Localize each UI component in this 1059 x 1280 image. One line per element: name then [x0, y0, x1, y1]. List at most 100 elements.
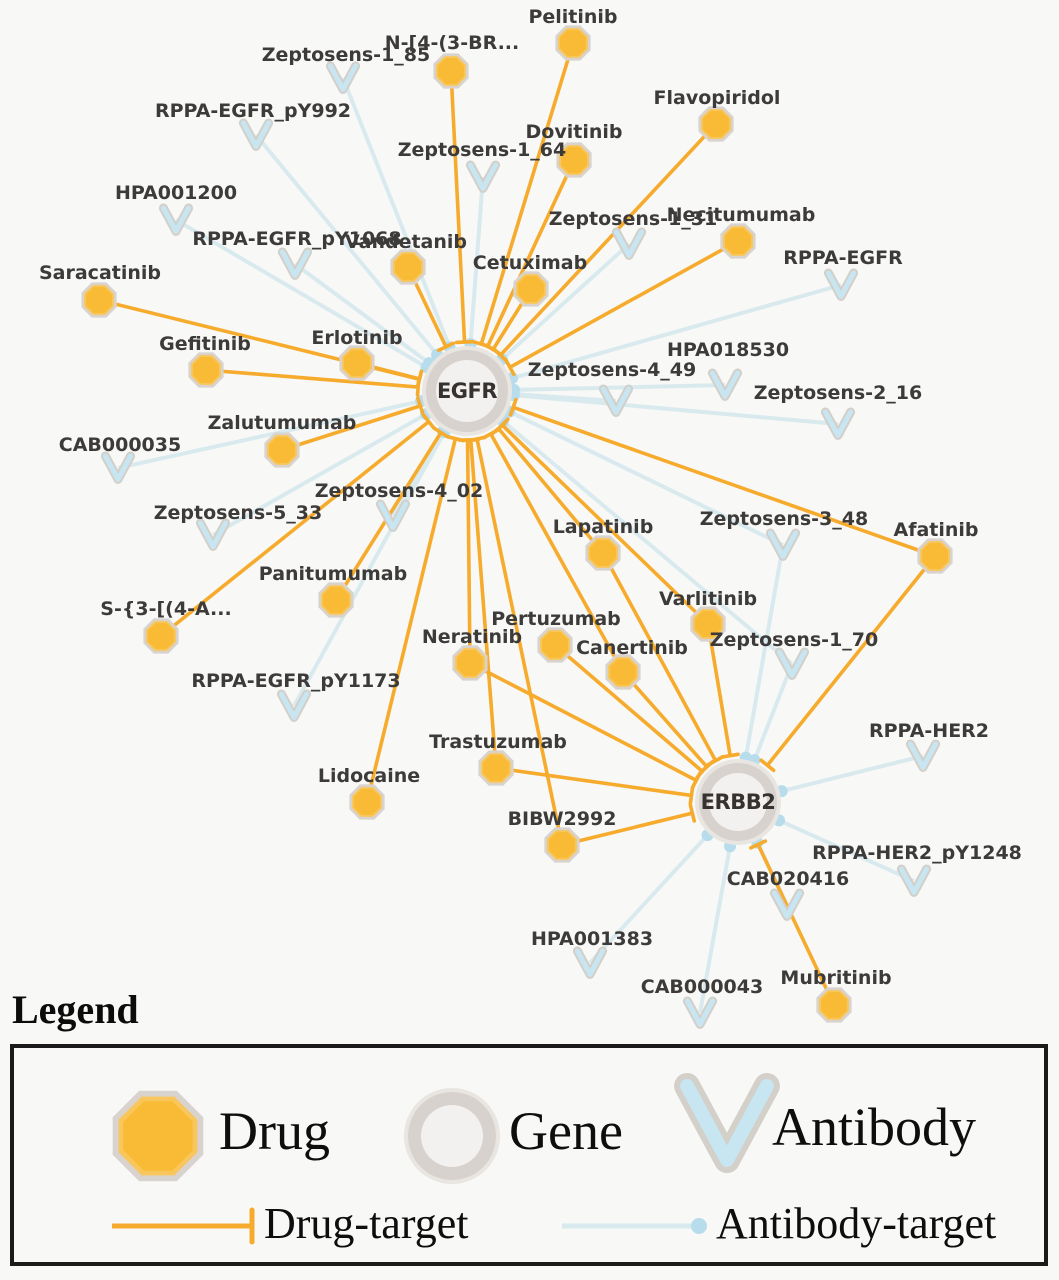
antibody-node-hpa018530[interactable] [707, 368, 743, 401]
drug-node-flavopiridol[interactable] [698, 106, 734, 142]
drug-node-canertinib[interactable] [605, 654, 641, 690]
antibody-target-edge [508, 409, 784, 547]
drug-node-neratinib[interactable] [452, 645, 488, 681]
drug-target-edge-tee [416, 396, 425, 416]
drug-node-zalutumumab[interactable] [264, 432, 300, 468]
drug-target-edge-tee [720, 752, 740, 759]
drug-target-edge [449, 70, 467, 343]
antibody-node-zeptosens-1-64[interactable] [465, 160, 501, 193]
drug-node-saracatinib[interactable] [81, 282, 117, 318]
drug-node-panitumumab[interactable] [318, 582, 354, 618]
drug-node-vandetanib[interactable] [390, 249, 426, 285]
drug-node-necitumumab[interactable] [720, 223, 756, 259]
drug-label-necitumumab: Necitumumab [667, 204, 816, 226]
antibody-target-edge [212, 412, 428, 537]
antibody-node-cab000043[interactable] [682, 996, 718, 1029]
drug-node-bibw2992[interactable] [544, 827, 580, 863]
antibody-node-rppa-egfr[interactable] [823, 268, 859, 301]
antibody-label-rppa-egfr-py1068: RPPA-EGFR_pY1068 [192, 228, 401, 250]
drug-octagon [558, 28, 588, 58]
drug-node-cetuximab[interactable] [513, 271, 549, 307]
legend-gene-label: Gene [509, 1101, 623, 1161]
drug-label-afatinib: Afatinib [893, 519, 978, 541]
antibody-node-rppa-her2[interactable] [905, 739, 941, 772]
drug-target-edge-tee [432, 426, 450, 439]
antibody-node-cab020416[interactable] [769, 888, 805, 921]
drug-target-edge [159, 420, 430, 638]
antibody-label-zeptosens-1-70: Zeptosens-1_70 [710, 629, 878, 651]
legend-drug-marker[interactable] [112, 1090, 204, 1182]
antibody-node-zeptosens-5-33[interactable] [195, 518, 231, 551]
legend-antibody-marker[interactable] [674, 1073, 780, 1174]
drug-node-pelitinib[interactable] [555, 25, 591, 61]
drug-target-edge [601, 552, 718, 762]
antibody-target-edge [588, 833, 710, 965]
drug-node-pertuzumab[interactable] [537, 627, 573, 663]
antibody-node-zeptosens-1-85[interactable] [325, 61, 361, 94]
drug-target-edge-tee [504, 358, 516, 377]
drug-label-zalutumumab: Zalutumumab [208, 412, 357, 434]
drug-target-edge [497, 427, 605, 555]
antibody-node-zeptosens-2-16[interactable] [820, 407, 856, 440]
drug-node-mubritinib[interactable] [816, 987, 852, 1023]
drug-label-cetuximab: Cetuximab [473, 252, 587, 274]
antibody-node-zeptosens-4-49[interactable] [598, 384, 634, 417]
drug-node-gefitinib[interactable] [188, 352, 224, 388]
drug-node-afatinib[interactable] [917, 538, 953, 574]
drug-octagon [693, 609, 723, 639]
drug-node-dovitinib[interactable] [556, 142, 592, 178]
legend-gene-marker [404, 1088, 500, 1184]
gene-node-egfr[interactable]: EGFR [422, 346, 512, 436]
antibody-node-rppa-egfr-py1068[interactable] [277, 247, 313, 280]
legend-antibody-label: Antibody [772, 1097, 977, 1157]
gene-nodes-layer: EGFR ERBB2 [422, 346, 781, 845]
node-labels-layer: Pelitinib N-[4-(3-BR... Dovitinib Flavopiri… [39, 6, 1022, 998]
antibody-node-rppa-egfr-py992[interactable] [238, 118, 274, 151]
drug-target-edge-tee [421, 413, 436, 430]
antibody-target-edge [254, 133, 439, 357]
drug-node-erlotinib[interactable] [339, 345, 375, 381]
antibody-node-cab000035[interactable] [100, 451, 136, 484]
drug-octagon [118, 1096, 198, 1176]
antibody-chevron-fill [709, 370, 741, 399]
drug-label-mubritinib: Mubritinib [780, 967, 891, 989]
drug-label-vandetanib: Vandetanib [345, 231, 467, 253]
drug-octagon [920, 541, 950, 571]
drug-node-trastuzumab[interactable] [478, 750, 514, 786]
drug-node-lidocaine[interactable] [349, 784, 385, 820]
antibody-node-hpa001200[interactable] [158, 203, 194, 236]
drug-target-edge-tee [484, 343, 502, 356]
antibody-label-rppa-her2-py1248: RPPA-HER2_pY1248 [812, 842, 1022, 864]
drug-node-lapatinib[interactable] [585, 535, 621, 571]
drug-node-s-3-4-a[interactable] [143, 618, 179, 654]
drug-node-varlitinib[interactable] [690, 606, 726, 642]
drug-target-edge-tee [695, 763, 710, 780]
antibody-node-hpa001383[interactable] [572, 946, 608, 979]
drug-octagon [352, 787, 382, 817]
drug-octagon [516, 274, 546, 304]
legend-antibody-target-label: Antibody-target [716, 1199, 997, 1248]
gene-node-erbb2[interactable]: ERBB2 [695, 759, 781, 845]
drug-target-edge [561, 811, 693, 847]
antibody-chevron-fill [278, 691, 310, 720]
antibody-target-edge [781, 754, 924, 794]
drug-target-edge [495, 766, 692, 798]
drug-label-pelitinib: Pelitinib [528, 6, 617, 28]
legend-drug-target-label: Drug-target [264, 1199, 469, 1248]
antibody-node-zeptosens-1-31[interactable] [611, 227, 647, 260]
drug-antibody-nodes-layer [81, 25, 953, 1029]
antibody-label-rppa-egfr: RPPA-EGFR [783, 247, 903, 269]
antibody-node-zeptosens-4-02[interactable] [375, 499, 411, 532]
antibody-node-zeptosens-1-70[interactable] [774, 647, 810, 680]
antibody-label-zeptosens-5-33: Zeptosens-5_33 [154, 502, 322, 524]
drug-target-edge [706, 623, 732, 756]
antibody-node-rppa-her2-py1248[interactable] [896, 864, 932, 897]
antibody-node-zeptosens-3-48[interactable] [765, 528, 801, 561]
antibody-node-rppa-egfr-py1173[interactable] [276, 689, 312, 722]
antibody-chevron-fill [907, 741, 939, 770]
antibody-label-rppa-egfr-py992: RPPA-EGFR_pY992 [155, 100, 351, 122]
drug-octagon [559, 145, 589, 175]
drug-node-n-4-3-br[interactable] [433, 53, 469, 89]
drug-target-edge-tee [436, 341, 455, 352]
